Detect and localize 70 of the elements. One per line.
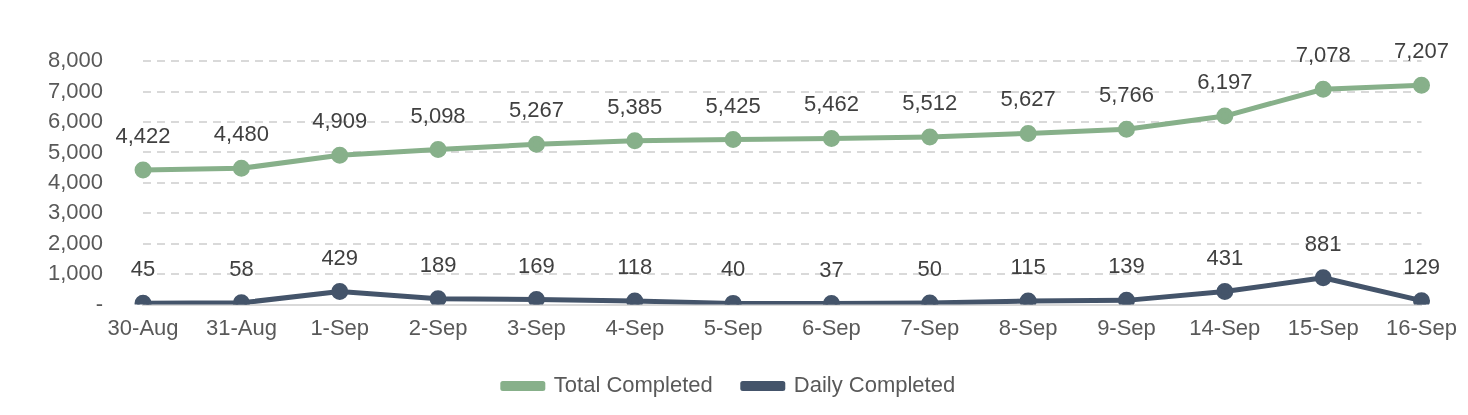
x-tick-label: 4-Sep: [605, 314, 665, 340]
data-label: 189: [419, 251, 457, 277]
point: [1216, 107, 1234, 125]
point: [134, 161, 152, 179]
y-tick-label: 4,000: [47, 168, 104, 194]
x-tick-label: 14-Sep: [1189, 314, 1261, 340]
point: [1118, 120, 1135, 138]
data-label: 6,197: [1197, 69, 1253, 95]
point: [1413, 76, 1431, 94]
data-label: 4,422: [115, 123, 171, 149]
point: [1019, 124, 1037, 142]
y-tick-label: 5,000: [47, 138, 104, 164]
x-tick-label: 15-Sep: [1287, 314, 1359, 340]
point: [1314, 80, 1332, 98]
data-label: 118: [617, 254, 653, 280]
point: [429, 140, 447, 158]
y-tick-label: 2,000: [47, 229, 104, 255]
y-tick-label: 1,000: [47, 260, 104, 286]
data-label: 45: [130, 256, 156, 282]
point: [429, 290, 447, 305]
x-tick-label: 9-Sep: [1097, 314, 1156, 340]
data-label: 5,425: [705, 92, 761, 118]
data-label: 58: [229, 255, 254, 281]
x-tick-label: 16-Sep: [1386, 314, 1458, 340]
y-tick-label: 3,000: [47, 199, 104, 225]
point: [527, 290, 545, 305]
point: [1216, 282, 1234, 300]
y-tick-label: -: [95, 290, 104, 316]
data-label: 50: [917, 256, 943, 282]
data-label: 37: [819, 256, 844, 282]
data-label: 40: [720, 256, 746, 282]
point: [527, 135, 545, 153]
data-label: 5,512: [902, 89, 958, 115]
x-tick-label: 8-Sep: [998, 314, 1058, 340]
x-tick-label: 1-Sep: [310, 314, 370, 340]
data-label: 139: [1108, 253, 1145, 279]
data-label: 4,480: [213, 121, 269, 147]
data-label: 429: [321, 244, 359, 270]
data-label: 881: [1304, 230, 1342, 256]
x-tick-label: 7-Sep: [900, 314, 960, 340]
x-tick-label: 3-Sep: [507, 314, 566, 340]
y-tick-label: 7,000: [47, 77, 104, 103]
data-label: 4,909: [312, 108, 368, 134]
data-label: 5,627: [1000, 86, 1056, 112]
x-tick-label: 5-Sep: [703, 314, 763, 340]
x-tick-label: 2-Sep: [408, 314, 468, 340]
data-label: 5,462: [803, 91, 859, 117]
data-label: 7,207: [1394, 38, 1450, 64]
point: [232, 159, 250, 177]
data-label: 129: [1403, 253, 1440, 279]
data-label: 7,078: [1295, 42, 1351, 68]
x-tick-label: 30-Aug: [107, 314, 179, 340]
legend-label: Daily Completed: [793, 372, 956, 398]
data-label: 5,766: [1098, 82, 1155, 108]
point: [921, 128, 939, 146]
data-label: 431: [1206, 244, 1244, 270]
point: [822, 129, 840, 147]
data-label: 5,098: [410, 102, 466, 128]
data-label: 115: [1010, 254, 1046, 280]
point: [331, 146, 349, 164]
x-tick-label: 6-Sep: [802, 314, 861, 340]
data-label: 169: [518, 252, 555, 278]
data-label: 5,385: [607, 93, 663, 119]
point: [626, 132, 644, 150]
point: [724, 131, 742, 149]
y-tick-label: 8,000: [47, 47, 104, 73]
legend-label: Total Completed: [553, 372, 713, 398]
data-label: 5,267: [508, 97, 564, 123]
x-tick-label: 31-Aug: [205, 314, 277, 340]
y-tick-label: 6,000: [47, 108, 104, 134]
